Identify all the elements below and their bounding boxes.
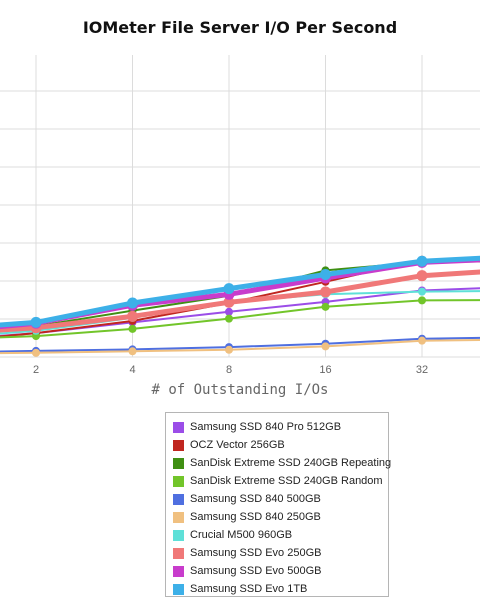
legend-swatch xyxy=(173,439,184,451)
legend-label: Samsung SSD 840 500GB xyxy=(190,493,321,505)
data-point xyxy=(30,316,42,328)
legend-label: SanDisk Extreme SSD 240GB Repeating xyxy=(190,457,392,469)
legend-item: Samsung SSD Evo 500GB xyxy=(173,562,388,580)
data-point xyxy=(225,345,233,354)
legend-item: OCZ Vector 256GB xyxy=(173,436,388,454)
legend-swatch xyxy=(173,565,184,577)
legend-label: Samsung SSD 840 Pro 512GB xyxy=(190,421,342,433)
x-tick-label: 16 xyxy=(319,364,331,376)
series-layer xyxy=(0,255,480,357)
legend-item: Crucial M500 960GB xyxy=(173,526,388,544)
x-tick-label: 4 xyxy=(129,364,135,376)
legend-label: Samsung SSD Evo 1TB xyxy=(190,583,308,595)
data-point xyxy=(416,255,428,267)
data-point xyxy=(320,269,331,281)
data-point xyxy=(418,287,426,296)
legend-item: Samsung SSD Evo 250GB xyxy=(173,544,388,562)
legend-swatch xyxy=(173,583,184,595)
data-point xyxy=(418,296,426,305)
data-point xyxy=(223,296,235,308)
legend-label: Samsung SSD Evo 500GB xyxy=(190,565,322,577)
legend-swatch xyxy=(173,529,184,541)
x-tick-label: 8 xyxy=(226,364,232,376)
data-point xyxy=(225,307,233,316)
legend-item: Samsung SSD Evo 1TB xyxy=(173,580,388,598)
x-tick-labels: 2 4 8 16 32 xyxy=(33,364,428,376)
legend-swatch xyxy=(173,421,184,433)
x-tick-label: 32 xyxy=(416,364,428,376)
legend: Samsung SSD 840 Pro 512GB OCZ Vector 256G… xyxy=(165,412,392,598)
legend-item: SanDisk Extreme SSD 240GB Random xyxy=(173,472,388,490)
series-5 xyxy=(0,336,480,357)
data-point xyxy=(32,348,40,357)
data-point xyxy=(128,347,137,356)
legend-label: Crucial M500 960GB xyxy=(190,529,293,541)
legend-swatch xyxy=(173,511,184,523)
series-9 xyxy=(0,255,480,328)
legend-item: Samsung SSD 840 250GB xyxy=(173,508,388,526)
legend-item: Samsung SSD 840 500GB xyxy=(173,490,388,508)
data-point xyxy=(321,302,330,311)
legend-label: OCZ Vector 256GB xyxy=(190,439,285,451)
legend-label: SanDisk Extreme SSD 240GB Random xyxy=(190,475,383,487)
x-axis-label: # of Outstanding I/Os xyxy=(151,382,329,398)
grid-layer xyxy=(0,55,480,358)
chart-title: IOMeter File Server I/O Per Second xyxy=(82,18,398,37)
legend-label: Samsung SSD 840 250GB xyxy=(190,511,321,523)
legend-label: Samsung SSD Evo 250GB xyxy=(190,547,322,559)
legend-swatch xyxy=(173,493,184,505)
data-point xyxy=(416,270,428,282)
data-point xyxy=(128,324,137,333)
series-3 xyxy=(0,296,480,341)
legend-item: Samsung SSD 840 Pro 512GB xyxy=(173,418,388,436)
data-point xyxy=(320,286,331,298)
data-point xyxy=(321,342,330,351)
legend-item: SanDisk Extreme SSD 240GB Repeating xyxy=(173,454,392,472)
data-point xyxy=(223,283,235,295)
data-point xyxy=(127,310,138,322)
legend-swatch xyxy=(173,547,184,559)
legend-swatch xyxy=(173,475,184,487)
data-point xyxy=(127,297,138,309)
x-tick-label: 2 xyxy=(33,364,39,376)
data-point xyxy=(225,314,233,323)
legend-swatch xyxy=(173,457,184,469)
data-point xyxy=(418,336,426,345)
